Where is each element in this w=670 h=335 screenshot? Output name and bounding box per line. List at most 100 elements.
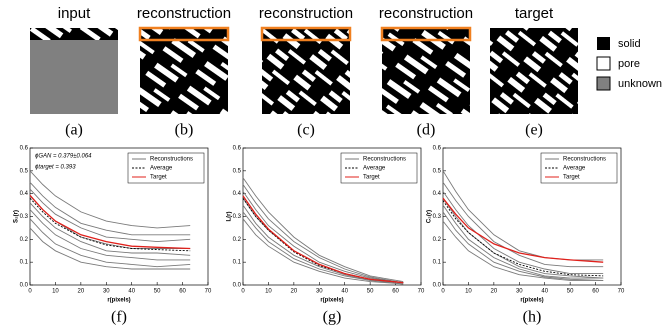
annotation: ϕGAN = 0.379±0.064: [35, 154, 92, 160]
x-axis-label: r(pixels): [107, 298, 130, 304]
x-tick-label: 10: [52, 289, 59, 295]
x-tick-label: 0: [241, 289, 245, 295]
data-line: [29, 227, 191, 270]
legend-label: Target: [363, 175, 380, 181]
annotation: ϕtarget = 0.393: [35, 165, 76, 171]
legend-label: Target: [150, 175, 167, 181]
y-tick-label: 0.6: [233, 146, 242, 152]
x-axis-label: r(pixels): [320, 298, 343, 304]
data-line: [442, 220, 604, 281]
x-tick-label: 20: [291, 289, 298, 295]
reconstruction-image: [262, 28, 350, 114]
reconstruction-image: [382, 28, 470, 114]
x-tick-label: 40: [128, 289, 135, 295]
x-tick-label: 30: [103, 289, 110, 295]
y-tick-label: 0.2: [433, 237, 442, 243]
y-axis-label: L(r): [227, 212, 233, 222]
input-known-strip: [30, 28, 118, 40]
data-line: [442, 197, 604, 279]
data-line: [242, 195, 404, 284]
y-tick-label: 0.1: [433, 260, 442, 266]
legend-label: Average: [363, 166, 386, 172]
panel-title: input: [58, 5, 91, 22]
panel-title: reconstruction: [259, 5, 353, 22]
data-line: [242, 218, 404, 285]
y-tick-label: 0.3: [20, 214, 29, 220]
legend-label: pore: [618, 58, 640, 70]
y-tick-label: 0.4: [20, 191, 29, 197]
y-tick-label: 0.2: [20, 237, 29, 243]
x-tick-label: 70: [205, 289, 212, 295]
y-tick-label: 0.2: [233, 237, 242, 243]
data-line: [242, 191, 404, 284]
x-tick-label: 40: [341, 289, 348, 295]
chart-caption: (f): [111, 309, 127, 326]
x-tick-label: 0: [441, 289, 445, 295]
x-tick-label: 60: [392, 289, 399, 295]
y-tick-label: 0.5: [233, 168, 242, 174]
x-tick-label: 60: [179, 289, 186, 295]
y-tick-label: 0.6: [433, 146, 442, 152]
data-line: [442, 197, 604, 263]
x-tick-label: 0: [28, 289, 32, 295]
data-line: [442, 211, 604, 281]
known-region-box: [260, 26, 352, 42]
y-tick-label: 0.0: [20, 283, 29, 289]
data-line: [29, 202, 191, 256]
y-tick-label: 0.0: [233, 283, 242, 289]
y-tick-label: 0.4: [233, 191, 242, 197]
y-tick-label: 0.3: [233, 214, 242, 220]
y-tick-label: 0.4: [433, 191, 442, 197]
legend-swatch: [596, 76, 611, 91]
x-tick-label: 50: [154, 289, 161, 295]
x-tick-label: 10: [465, 289, 472, 295]
data-line: [442, 200, 604, 277]
data-line: [29, 197, 191, 252]
x-tick-label: 60: [592, 289, 599, 295]
legend-label: solid: [618, 38, 641, 50]
data-line: [29, 188, 191, 243]
legend-label: Average: [563, 166, 586, 172]
x-tick-label: 70: [418, 289, 425, 295]
panel-title: reconstruction: [137, 5, 231, 22]
x-tick-label: 20: [78, 289, 85, 295]
y-axis-label: C₂(r): [427, 210, 433, 223]
x-tick-label: 40: [541, 289, 548, 295]
y-tick-label: 0.3: [433, 214, 442, 220]
data-line: [242, 211, 404, 285]
y-tick-label: 0.6: [20, 146, 29, 152]
legend-swatch: [597, 37, 610, 50]
panel-caption: (c): [297, 122, 315, 139]
x-tick-label: 70: [618, 289, 625, 295]
panel-caption: (b): [175, 122, 194, 139]
x-tick-label: 30: [516, 289, 523, 295]
legend-swatch: [596, 56, 611, 71]
y-tick-label: 0.5: [20, 168, 29, 174]
chart-caption: (h): [523, 309, 542, 326]
chart-caption: (g): [323, 309, 342, 326]
legend-label: Target: [563, 175, 580, 181]
target-image: [490, 28, 578, 114]
panel-title: reconstruction: [379, 5, 473, 22]
y-tick-label: 0.0: [433, 283, 442, 289]
x-tick-label: 50: [567, 289, 574, 295]
y-tick-label: 0.1: [233, 260, 242, 266]
data-line: [242, 184, 404, 284]
data-line: [29, 170, 191, 229]
data-line: [442, 204, 604, 279]
panel-caption: (a): [65, 122, 83, 139]
legend-label: Average: [150, 166, 173, 172]
data-line: [29, 194, 191, 250]
legend-label: Reconstructions: [150, 157, 193, 163]
legend-label: unknown: [618, 78, 662, 90]
panel-caption: (d): [417, 122, 436, 139]
y-tick-label: 0.5: [433, 168, 442, 174]
data-line: [29, 218, 191, 268]
x-tick-label: 10: [265, 289, 272, 295]
known-region-box: [380, 26, 472, 42]
legend-label: Reconstructions: [363, 157, 406, 163]
known-region-box: [138, 26, 230, 42]
x-tick-label: 20: [491, 289, 498, 295]
y-tick-label: 0.1: [20, 260, 29, 266]
